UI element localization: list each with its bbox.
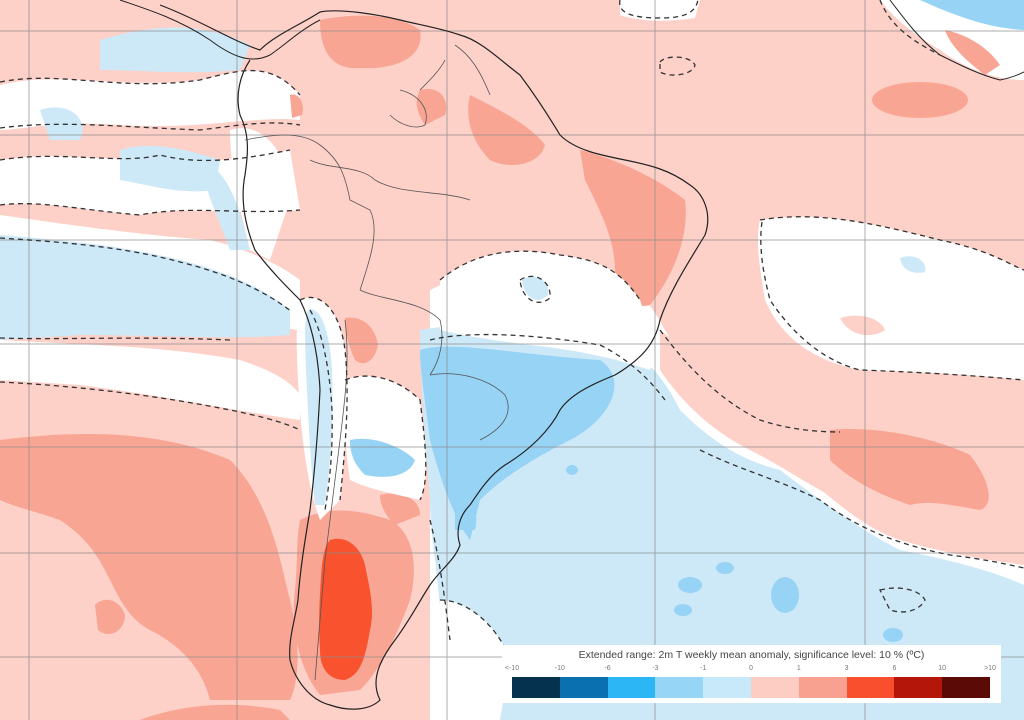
tick-label: -1 [700,665,707,672]
pacific-warm-arc [0,434,298,700]
legend-tick-labels: <-10 -10 -6 -3 -1 0 1 3 6 10 >10 [505,665,996,675]
colorbar-segment [846,677,895,698]
colorbar [512,677,990,698]
colorbar-segment [894,677,943,698]
atlantic-warm-patch-small [840,315,885,336]
tick-label: 1 [796,665,801,672]
tick-label: -6 [604,665,611,672]
colorbar-legend: Extended range: 2m T weekly mean anomaly… [502,645,1001,703]
africa-cold [920,0,1024,30]
tick-label: -10 [554,665,565,672]
south-america-coastline [159,4,709,710]
tick-label: -3 [652,665,659,672]
significance-contours [0,0,1024,661]
tick-label: <-10 [504,665,520,672]
africa-coastline [889,0,1024,81]
argentina-cold [350,438,415,477]
country-borders [244,44,509,681]
africa-warm [945,30,1000,75]
tick-label: >10 [984,665,996,672]
colorbar-segment [512,677,560,698]
colorbar-segment [750,677,799,698]
tick-label: 6 [892,665,897,672]
brazil-insignificant-region [440,251,655,370]
atlantic-warm-blob [830,429,989,510]
colorbar-segment [607,677,656,698]
atlantic-warm-blob-north [872,82,968,118]
atlantic-cold-region [420,259,1024,720]
colorbar-segment [655,677,704,698]
brazil-cold-spot [522,276,549,300]
south-warm-band [140,704,290,720]
colorbar-segment [942,677,990,698]
central-america-coastline [119,0,321,60]
tick-label: 10 [938,665,947,672]
colorbar-segment [798,677,847,698]
tick-label: 3 [844,665,849,672]
legend-title: Extended range: 2m T weekly mean anomaly… [578,649,925,661]
patagonia-hot-core [319,538,373,680]
atlantic-cold-spot [900,256,926,273]
colorbar-segment [703,677,751,698]
tick-label: 0 [749,665,753,672]
pacific-warm-patch [95,599,125,635]
atlantic-nw-white [620,0,700,21]
colorbar-segment [559,677,608,698]
atlantic-white-region [757,216,1024,380]
